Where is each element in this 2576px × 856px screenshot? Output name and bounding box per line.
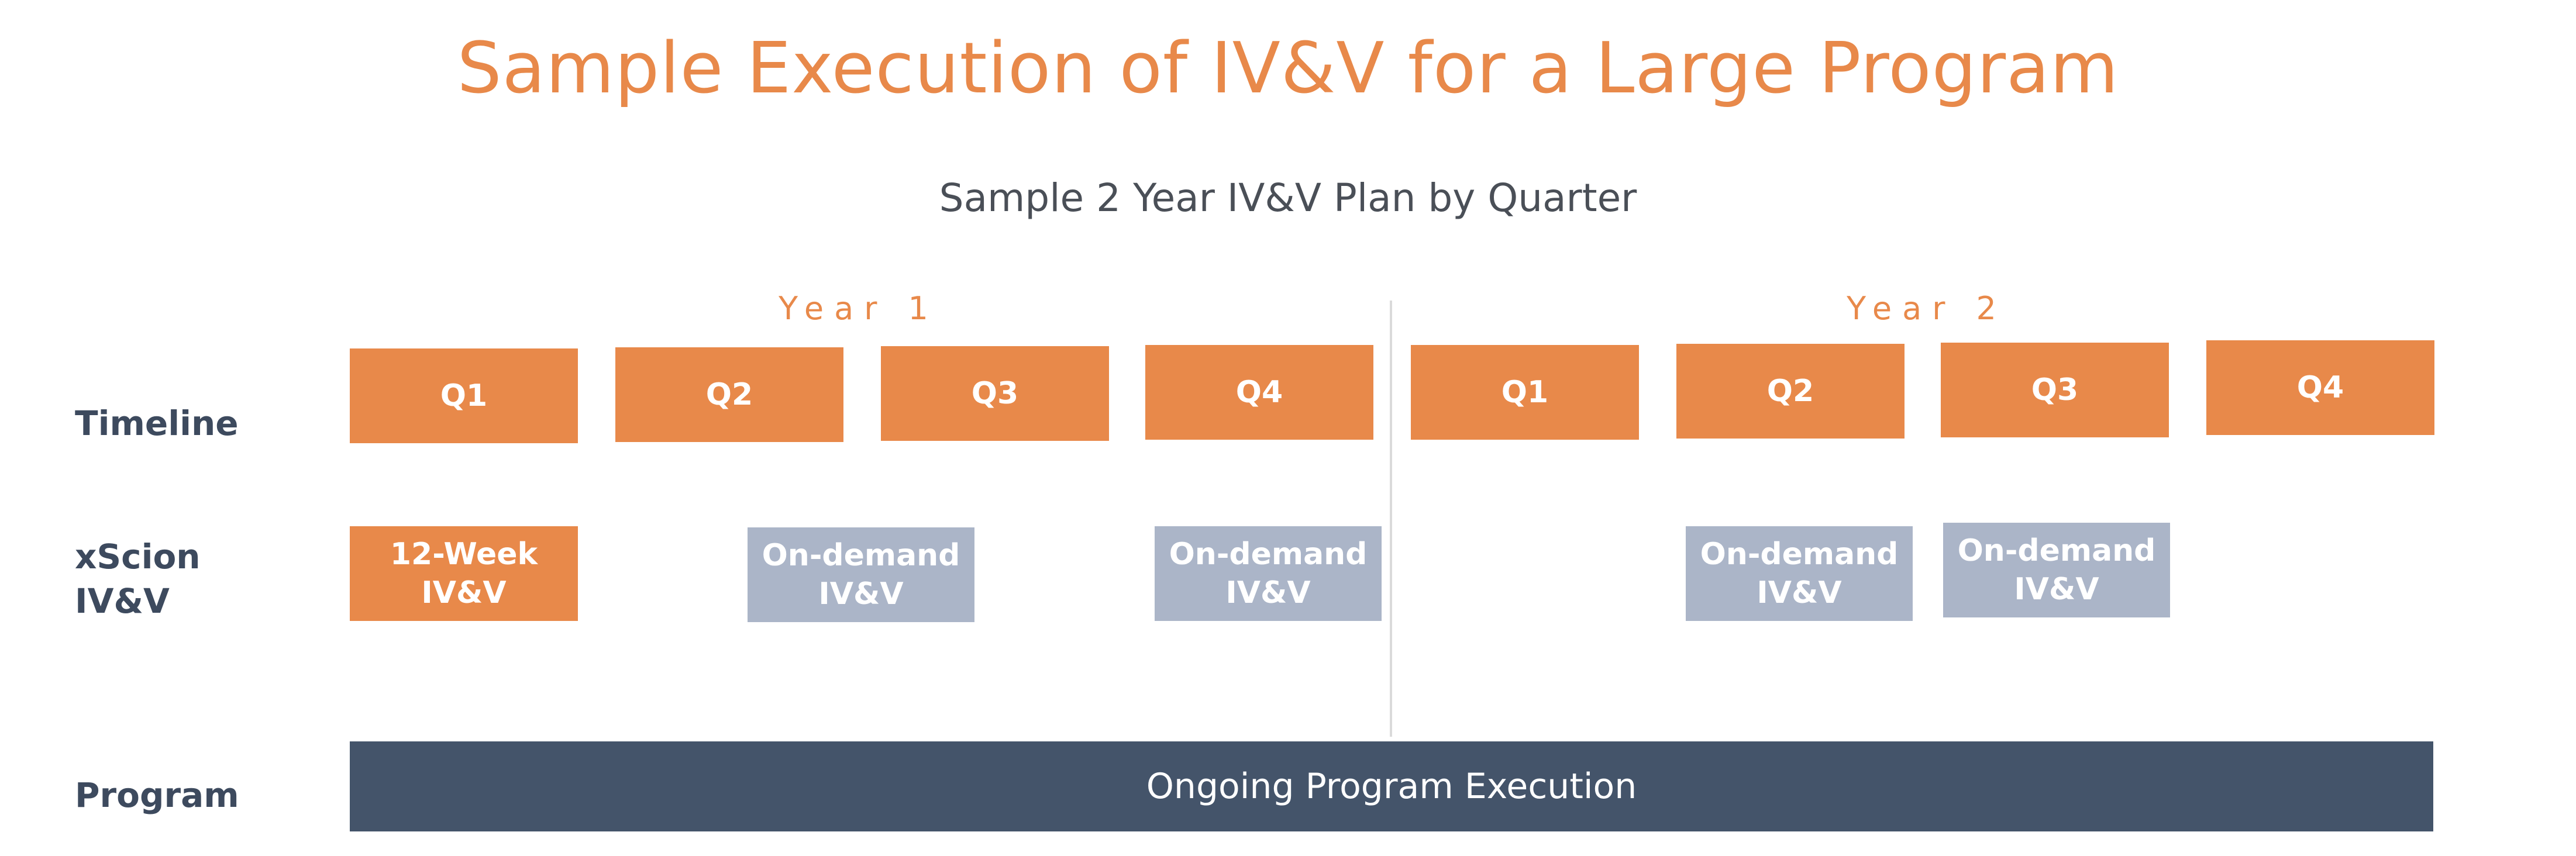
- ivv-block-on-demand-y2-q3: On-demand IV&V: [1943, 523, 2170, 617]
- slide-subtitle: Sample 2 Year IV&V Plan by Quarter: [939, 175, 1637, 220]
- timeline-y2-q2: Q2: [1676, 344, 1905, 439]
- timeline-y1-q1: Q1: [350, 348, 578, 443]
- row-label-program: Program: [75, 775, 239, 815]
- year-1-label: Year 1: [779, 290, 939, 327]
- timeline-y2-q3: Q3: [1941, 343, 2169, 437]
- program-execution-bar: Ongoing Program Execution: [350, 741, 2433, 831]
- timeline-y1-q2: Q2: [615, 347, 843, 442]
- row-label-timeline: Timeline: [75, 403, 239, 443]
- ivv-block-on-demand-y1-q4: On-demand IV&V: [1155, 526, 1382, 621]
- ivv-block-on-demand-y2-q2: On-demand IV&V: [1686, 526, 1913, 621]
- ivv-block-on-demand-y1-q2q3: On-demand IV&V: [748, 527, 974, 622]
- row-label-xscion-ivv: xScion IV&V: [75, 537, 201, 621]
- timeline-y1-q4: Q4: [1145, 345, 1373, 440]
- timeline-y2-q1: Q1: [1411, 345, 1639, 440]
- year-2-label: Year 2: [1847, 290, 2007, 327]
- ivv-block-12-week: 12-Week IV&V: [350, 526, 578, 621]
- timeline-y1-q3: Q3: [881, 346, 1109, 441]
- year-divider: [1390, 301, 1392, 737]
- slide-title: Sample Execution of IV&V for a Large Pro…: [457, 28, 2119, 109]
- timeline-y2-q4: Q4: [2206, 340, 2434, 435]
